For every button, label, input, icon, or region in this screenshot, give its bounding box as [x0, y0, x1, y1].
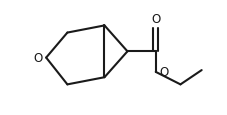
Text: O: O — [151, 12, 160, 25]
Text: O: O — [158, 66, 168, 79]
Text: O: O — [34, 52, 43, 65]
